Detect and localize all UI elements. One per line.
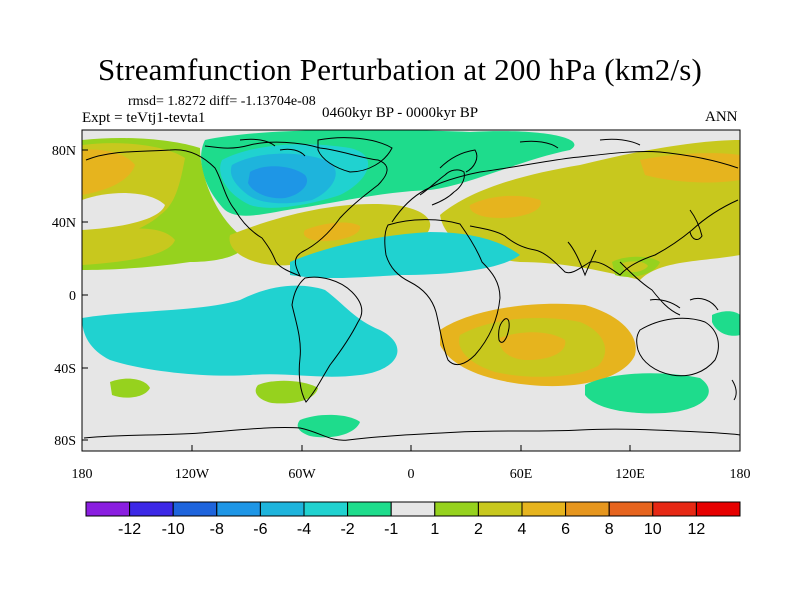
colorbar-swatch [695, 501, 741, 517]
pos-pacific-gap [82, 193, 165, 230]
coast-madagascar [498, 318, 510, 343]
colorbar-label: -6 [253, 521, 267, 538]
colorbar-swatch [259, 501, 305, 517]
coast-europe [419, 169, 465, 206]
lon-tick-label: 180 [72, 467, 93, 482]
colorbar-swatch [608, 501, 654, 517]
coast-south-america [291, 276, 363, 403]
colorbar-label: 8 [605, 521, 614, 538]
pos-south-indian-orange [499, 332, 566, 360]
colorbar-swatch [172, 501, 218, 517]
coast-africa [384, 219, 501, 366]
lon-tick-label: 60E [510, 467, 533, 482]
stats-line: rmsd= 1.8272 diff= -1.13704e-08 [128, 94, 316, 109]
lat-tick-label: 40S [54, 362, 76, 377]
colorbar-label: 1 [430, 521, 439, 538]
neg-tropical-core [371, 244, 430, 264]
coast-japan [689, 209, 703, 240]
pos-eurasia-east-max [640, 153, 740, 183]
colorbar-swatch [521, 501, 567, 517]
contour-fill-layer [82, 130, 740, 438]
neg-south-core-east [293, 320, 378, 363]
coast-southeast-asia [619, 261, 719, 316]
pos-orange-north-pacific [82, 149, 135, 195]
colorbar-label: -12 [118, 521, 141, 538]
neg-south-core-west [134, 333, 226, 362]
coast-india [567, 241, 597, 277]
colorbar-label: -4 [297, 521, 311, 538]
lon-ticks [81, 445, 741, 451]
lat-tick-label: 0 [69, 289, 76, 304]
pos-pacific-lower-band [82, 228, 175, 265]
colorbar-label: 2 [474, 521, 483, 538]
coast-scandinavia [439, 149, 478, 173]
colorbar-label: 12 [688, 521, 706, 538]
pos-band-atlantic-max [303, 222, 361, 242]
colorbar-swatch [652, 501, 697, 517]
colorbar-label: 10 [644, 521, 662, 538]
lon-tick-label: 120E [615, 467, 645, 482]
pos-south-pacific-small [110, 378, 150, 398]
colorbar-swatch [216, 501, 261, 517]
lat-tick-label: 40N [52, 216, 76, 231]
coast-antarctica [83, 426, 740, 441]
lon-tick-label: 60W [288, 467, 316, 482]
neg-west-australia-small [712, 311, 740, 336]
experiment-label: Expt = teVtj1-tevta1 [82, 110, 206, 126]
colorbar-swatch [434, 501, 479, 517]
season-label: ANN [705, 109, 738, 125]
coast-new-zealand [731, 379, 737, 401]
pos-eurasia-orange [469, 195, 541, 218]
colorbar-label: 6 [561, 521, 570, 538]
period-label: 0460kyr BP - 0000kyr BP [322, 105, 479, 121]
lat-tick-label: 80S [54, 434, 76, 449]
colorbar-swatch [347, 501, 392, 517]
lat-ticks [82, 149, 88, 441]
lat-tick-label: 80N [52, 144, 76, 159]
colorbar-label: 4 [518, 521, 527, 538]
coast-greenland [317, 137, 393, 173]
coast-north-america [85, 141, 388, 277]
lon-tick-labels: 180 120W 60W 0 60E 120E 180 [72, 467, 751, 482]
lat-tick-labels: 80N 40N 0 40S 80S [52, 144, 76, 449]
lon-tick-label: 0 [408, 467, 415, 482]
lon-tick-label: 180 [730, 467, 751, 482]
colorbar-swatch [565, 501, 610, 517]
colorbar-swatch [390, 501, 436, 517]
coast-australia [636, 317, 719, 377]
plot-title: Streamfunction Perturbation at 200 hPa (… [97, 52, 703, 87]
colorbar-swatch [477, 501, 523, 517]
colorbar-swatch [303, 501, 349, 517]
neg-blue-core [248, 166, 308, 199]
colorbar-label: -2 [340, 521, 354, 538]
colorbar-label: -1 [384, 521, 398, 538]
colorbar-swatch [85, 501, 131, 517]
lon-tick-label: 120W [175, 467, 210, 482]
colorbar-swatch [129, 501, 174, 517]
coast-arctic-islands [239, 138, 641, 157]
colorbar-label: -10 [162, 521, 185, 538]
neg-south-australia [585, 373, 709, 414]
colorbar-label: -8 [210, 521, 224, 538]
colorbar: -12 -10 -8 -6 -4 -2 -1 1 2 4 6 8 10 12 [85, 501, 741, 538]
pos-south-america-patagonia [255, 380, 318, 404]
coastlines [83, 137, 740, 441]
pos-asia-small-core [622, 261, 648, 273]
